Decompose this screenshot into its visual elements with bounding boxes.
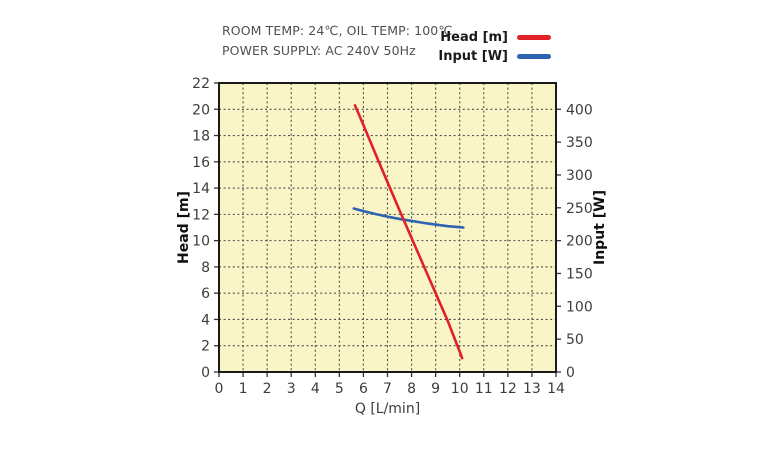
svg-text:20: 20 — [192, 102, 210, 118]
chart-legend: Head [m] Input [W] — [438, 28, 551, 66]
head-line-swatch — [517, 35, 551, 40]
svg-text:Input [W]: Input [W] — [592, 190, 608, 265]
svg-text:4: 4 — [201, 312, 210, 328]
room-oil-temp-line: ROOM TEMP: 24℃, OIL TEMP: 100℃ — [222, 23, 453, 38]
svg-text:4: 4 — [311, 381, 320, 397]
svg-text:14: 14 — [547, 381, 565, 397]
svg-text:Head [m]: Head [m] — [176, 191, 192, 264]
svg-text:8: 8 — [201, 260, 210, 276]
svg-text:400: 400 — [566, 102, 593, 118]
svg-text:13: 13 — [523, 381, 541, 397]
svg-text:12: 12 — [192, 207, 210, 223]
svg-text:7: 7 — [383, 381, 392, 397]
svg-text:6: 6 — [359, 381, 368, 397]
svg-text:200: 200 — [566, 234, 593, 250]
legend-item-input: Input [W] — [438, 47, 551, 66]
svg-text:18: 18 — [192, 129, 210, 145]
svg-text:16: 16 — [192, 155, 210, 171]
svg-text:0: 0 — [215, 381, 224, 397]
svg-text:2: 2 — [263, 381, 272, 397]
svg-text:14: 14 — [192, 181, 210, 197]
svg-text:5: 5 — [335, 381, 344, 397]
legend-label-input: Input [W] — [438, 49, 508, 64]
svg-text:0: 0 — [566, 365, 575, 381]
svg-text:50: 50 — [566, 332, 584, 348]
svg-text:12: 12 — [499, 381, 517, 397]
svg-text:8: 8 — [407, 381, 416, 397]
legend-item-head: Head [m] — [438, 28, 551, 47]
power-supply-line: POWER SUPPLY: AC 240V 50Hz — [222, 42, 416, 58]
svg-text:Q [L/min]: Q [L/min] — [355, 401, 420, 417]
svg-text:11: 11 — [475, 381, 493, 397]
svg-text:1: 1 — [239, 381, 248, 397]
svg-text:10: 10 — [192, 234, 210, 250]
svg-text:6: 6 — [201, 286, 210, 302]
svg-text:10: 10 — [451, 381, 469, 397]
legend-label-head: Head [m] — [440, 30, 508, 45]
input-line-swatch — [517, 54, 551, 59]
svg-text:3: 3 — [287, 381, 296, 397]
svg-text:350: 350 — [566, 135, 593, 151]
svg-text:22: 22 — [192, 76, 210, 92]
svg-text:250: 250 — [566, 201, 593, 217]
svg-text:100: 100 — [566, 299, 593, 315]
svg-text:150: 150 — [566, 266, 593, 282]
chart-conditions-text: ROOM TEMP: 24℃, OIL TEMP: 100℃ POWER SUP… — [222, 21, 452, 60]
svg-text:0: 0 — [201, 365, 210, 381]
svg-text:2: 2 — [201, 339, 210, 355]
svg-text:9: 9 — [431, 381, 440, 397]
svg-text:300: 300 — [566, 168, 593, 184]
